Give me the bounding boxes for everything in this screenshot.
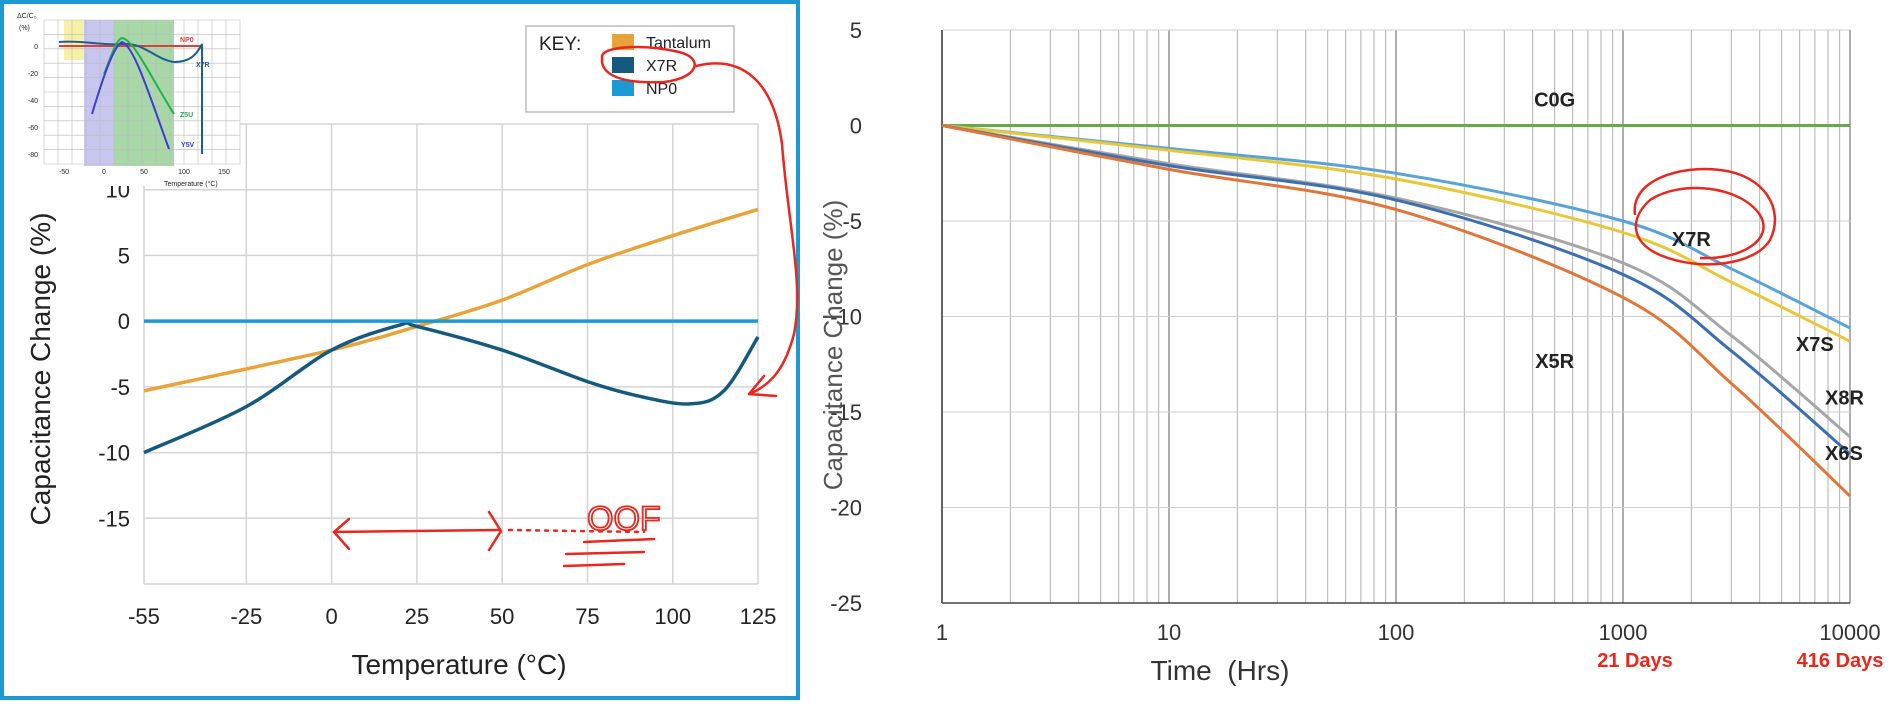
x-tick-label: 100 — [654, 604, 691, 629]
x-tick-label: 1 — [936, 620, 948, 645]
inset-xtick: 0 — [102, 169, 106, 176]
inset-xtick: 100 — [178, 169, 190, 176]
series-label-x6s: X6S — [1825, 443, 1863, 465]
series-line-x6s — [941, 124, 1851, 456]
x-tick-label: 1000 — [1599, 620, 1648, 645]
series-lines — [941, 123, 1852, 498]
inset-xlabel: Temperature (°C) — [164, 180, 218, 188]
inset-ytick: 0 — [34, 44, 38, 51]
legend-swatch-np0 — [612, 80, 634, 96]
range-arrow-line — [332, 528, 501, 534]
inset-ytick: -20 — [28, 71, 38, 78]
inset-ytick: -40 — [28, 98, 38, 105]
oof-underline-3 — [562, 562, 626, 568]
inset-ytick: -60 — [28, 125, 38, 132]
y-tick-label: -20 — [830, 496, 862, 521]
aging-chart: 5 0 -5 -10 -15 -20 -25 1 10 100 1000 10000 C0G X7R X7… — [818, 18, 1884, 686]
grid — [941, 29, 1851, 604]
inset-ylabel-unit: (%) — [19, 25, 30, 32]
range-arrow-right-head — [487, 510, 503, 552]
inset-label-np0: NP0 — [180, 37, 194, 44]
x-tick-label: 100 — [1378, 620, 1415, 645]
inset-xtick: 150 — [218, 169, 230, 176]
tick-labels: 5 0 -5 -10 -15 -20 -25 1 10 100 1000 10000 — [830, 18, 1880, 645]
y-axis-label: Capacitance Change (%) — [25, 213, 56, 526]
y-tick-label: 5 — [850, 18, 862, 43]
grid — [143, 123, 759, 585]
inset-x7r-line — [58, 40, 203, 154]
legend: KEY: Tantalum X7R NP0 — [525, 25, 735, 113]
y-tick-label: -5 — [110, 375, 130, 400]
y-tick-label: -15 — [98, 506, 130, 531]
series-label-x7s: X7S — [1796, 334, 1834, 356]
x-tick-label: 25 — [405, 604, 429, 629]
x-tick-label: -55 — [128, 604, 160, 629]
inset-ylabel: ΔC/C₀ — [17, 13, 37, 20]
y-tick-label: 0 — [118, 309, 130, 334]
red-arrowhead — [747, 374, 778, 398]
aging-chart-panel: 5 0 -5 -10 -15 -20 -25 1 10 100 1000 10000 C0G X7R X7… — [800, 0, 1900, 700]
y-tick-label: -25 — [830, 591, 862, 616]
inset-label-z5u: Z5U — [180, 112, 193, 119]
x-tick-label: 75 — [575, 604, 599, 629]
x-tick-label: -25 — [230, 604, 262, 629]
series-label-x8r: X8R — [1825, 387, 1864, 409]
legend-title: KEY: — [539, 34, 581, 55]
inset-xtick: -50 — [59, 169, 69, 176]
inset-band-yellow — [64, 20, 84, 60]
legend-label-np0: NP0 — [646, 81, 677, 98]
x-tick-label: 10 — [1157, 620, 1181, 645]
oof-underline-2 — [564, 550, 646, 556]
inset-z5u-line — [103, 36, 175, 115]
y-tick-label: -10 — [830, 305, 862, 330]
inset-chart: ΔC/C₀ (%) 0 -20 -40 -60 -80 -50 0 50 100… — [8, 8, 241, 188]
inset-grid — [43, 19, 241, 165]
x-axis-label: Time (Hrs) — [1151, 655, 1290, 686]
series-line-x7s — [941, 124, 1851, 343]
temperature-chart: -55-250255075100125151050-5-10-15 Capaci… — [8, 8, 799, 680]
temperature-chart-panel: -55-250255075100125151050-5-10-15 Capaci… — [0, 0, 800, 700]
inset-label-x7r: X7R — [196, 62, 210, 69]
annotation-416-days: 416 Days — [1797, 650, 1884, 672]
series-line-x7r — [143, 320, 760, 455]
x-tick-label: 0 — [325, 604, 337, 629]
red-arrow-line — [694, 62, 799, 396]
y-tick-label: 0 — [850, 114, 862, 139]
x7r-legend-circle — [600, 45, 696, 84]
inset-xtick: 50 — [140, 169, 148, 176]
legend-swatch-x7r — [612, 57, 634, 73]
x-tick-label: 10000 — [1819, 620, 1880, 645]
legend-label-x7r: X7R — [646, 58, 677, 75]
oof-underline-1 — [582, 537, 656, 544]
red-annotations — [332, 45, 799, 568]
x-tick-label: 50 — [490, 604, 514, 629]
annotation-21-days: 21 Days — [1597, 650, 1673, 672]
inset-ytick: -80 — [28, 152, 38, 159]
legend-label-tantalum: Tantalum — [646, 35, 711, 52]
series-label-x5r: X5R — [1535, 351, 1574, 373]
oof-annotation: OOF — [587, 500, 661, 538]
inset-label-y5v: Y5V — [181, 142, 195, 149]
series-labels: C0G X7R X7S X8R X6S X5R — [1534, 89, 1864, 464]
series-label-x7r: X7R — [1672, 229, 1711, 251]
range-arrow-left-head — [332, 517, 351, 551]
series-line-x5r — [941, 124, 1852, 498]
y-tick-label: 5 — [118, 243, 130, 268]
series-line-tantalum — [143, 207, 759, 393]
x-tick-label: 125 — [740, 604, 777, 629]
x7r-scribble-circle — [1633, 167, 1777, 266]
x-axis-label: Temperature (°C) — [351, 649, 566, 680]
y-tick-label: -10 — [98, 441, 130, 466]
y-tick-label: -15 — [830, 400, 862, 425]
series-line-x8r — [941, 124, 1851, 438]
y-tick-label: -5 — [842, 209, 862, 234]
inset-y5v-line — [91, 40, 170, 150]
series-lines — [143, 207, 760, 455]
y-axis-label: Capacitance Change (%) — [818, 200, 848, 491]
series-label-c0g: C0G — [1534, 89, 1575, 111]
